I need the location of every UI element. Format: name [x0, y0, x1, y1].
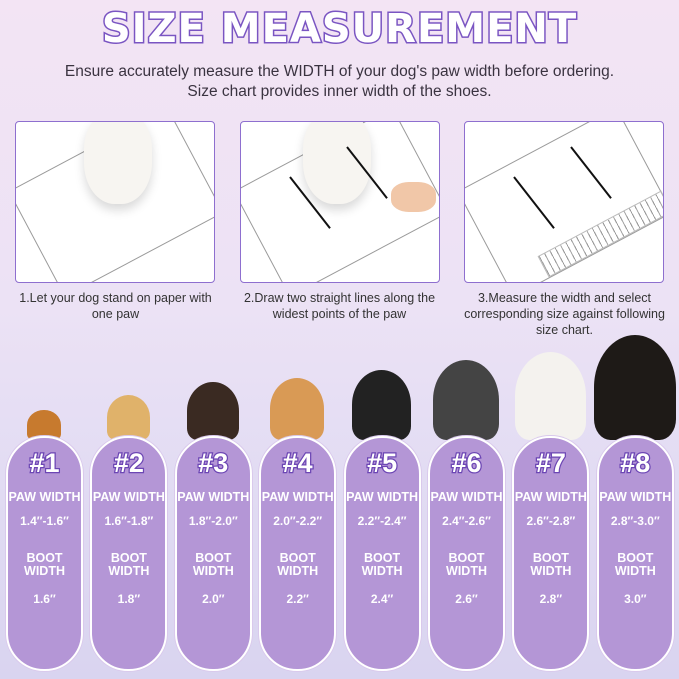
dog-photo [186, 382, 239, 440]
paw-width-label: PAW WIDTH [430, 490, 503, 504]
step-2-caption: 2.Draw two straight lines along the wide… [243, 291, 436, 321]
paw-width-label: PAW WIDTH [346, 490, 419, 504]
paw [84, 122, 152, 204]
step-1-caption: 1.Let your dog stand on paper with one p… [19, 291, 212, 321]
size-card: #1 PAW WIDTH 1.4″-1.6″ BOOT WIDTH 1.6″ [6, 436, 83, 671]
size-number: #6 [450, 447, 483, 480]
size-number: #2 [113, 447, 146, 480]
dog-photo [27, 410, 61, 440]
step-3-caption: 3.Measure the width and select correspon… [464, 291, 665, 337]
size-number: #8 [619, 447, 652, 480]
paw-width-label: PAW WIDTH [599, 490, 672, 504]
size-card: #5 PAW WIDTH 2.2″-2.4″ BOOT WIDTH 2.4″ [343, 436, 421, 671]
page-title: SIZE MEASUREMENT [100, 5, 578, 54]
boot-width-value: 3.0″ [624, 592, 647, 606]
subtitle-line: Size chart provides inner width of the s… [187, 83, 492, 100]
paw-width-label: PAW WIDTH [514, 490, 587, 504]
size-number: #5 [366, 447, 399, 480]
paw-width-value: 2.2″-2.4″ [357, 514, 407, 528]
boot-width-label: BOOT WIDTH [277, 551, 319, 578]
subtitle: Ensure accurately measure the WIDTH of y… [0, 62, 679, 102]
boot-width-value: 1.8″ [117, 592, 141, 606]
paw-width-value: 1.4″-1.6″ [20, 514, 69, 528]
size-number: #3 [197, 447, 230, 480]
hand-pencil [391, 182, 436, 212]
size-card: #2 PAW WIDTH 1.6″-1.8″ BOOT WIDTH 1.8″ [90, 436, 168, 671]
dog-photo [514, 352, 586, 440]
boot-width-value: 2.8″ [539, 592, 563, 606]
boot-width-value: 2.0″ [202, 592, 225, 606]
boot-width-label: BOOT WIDTH [24, 551, 65, 578]
size-number: #7 [535, 447, 568, 480]
boot-width-value: 2.2″ [286, 592, 309, 606]
size-card: #6 PAW WIDTH 2.4″-2.6″ BOOT WIDTH 2.6″ [428, 436, 505, 671]
size-card: #7 PAW WIDTH 2.6″-2.8″ BOOT WIDTH 2.8″ [512, 436, 590, 671]
boot-width-label: BOOT WIDTH [108, 551, 150, 578]
size-number: #1 [28, 447, 61, 480]
boot-width-value: 2.4″ [370, 592, 394, 606]
paw-width-value: 2.0″-2.2″ [273, 514, 323, 528]
size-number: #4 [281, 447, 314, 480]
dog-photo [106, 395, 151, 440]
dog-photo [351, 370, 412, 440]
size-card: #8 PAW WIDTH 2.8″-3.0″ BOOT WIDTH 3.0″ [596, 436, 674, 671]
paw-width-label: PAW WIDTH [177, 490, 250, 504]
dog-photo [593, 335, 676, 440]
boot-width-label: BOOT WIDTH [530, 551, 572, 578]
paw-width-value: 2.8″-3.0″ [610, 514, 660, 528]
paw-width-label: PAW WIDTH [261, 490, 334, 504]
paw-width-value: 1.6″-1.8″ [104, 514, 154, 528]
boot-width-label: BOOT WIDTH [614, 551, 656, 578]
boot-width-label: BOOT WIDTH [192, 551, 234, 578]
dog-photo [433, 360, 499, 440]
boot-width-value: 1.6″ [33, 592, 56, 606]
paw-width-value: 2.6″-2.8″ [526, 514, 576, 528]
boot-width-label: BOOT WIDTH [446, 551, 487, 578]
paw-width-label: PAW WIDTH [8, 490, 81, 504]
step-1-image [15, 121, 215, 283]
step-2-image [240, 121, 440, 283]
paw-width-value: 1.8″-2.0″ [188, 514, 238, 528]
boot-width-label: BOOT WIDTH [361, 551, 403, 578]
size-card: #3 PAW WIDTH 1.8″-2.0″ BOOT WIDTH 2.0″ [174, 436, 252, 671]
paw-width-value: 2.4″-2.6″ [442, 514, 491, 528]
size-card: #4 PAW WIDTH 2.0″-2.2″ BOOT WIDTH 2.2″ [259, 436, 337, 671]
paw-width-label: PAW WIDTH [92, 490, 165, 504]
subtitle-line: Ensure accurately measure the WIDTH of y… [64, 63, 615, 80]
dog-photo [270, 378, 325, 440]
boot-width-value: 2.6″ [455, 592, 478, 606]
step-3-image [464, 121, 664, 283]
